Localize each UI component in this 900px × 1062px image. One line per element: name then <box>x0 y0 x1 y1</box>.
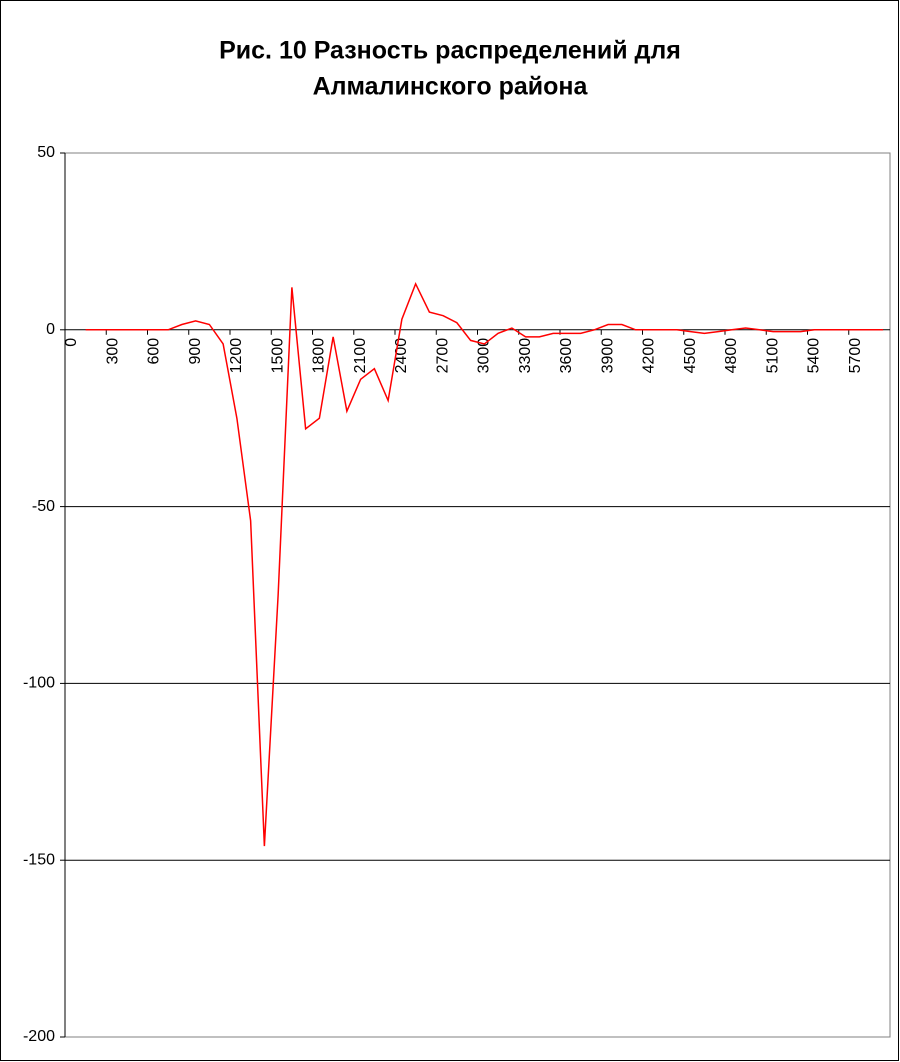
x-tick-label: 1200 <box>228 338 245 374</box>
x-tick-label: 2100 <box>352 338 369 374</box>
x-tick-label: 4500 <box>682 338 699 374</box>
x-tick-label: 4200 <box>641 338 658 374</box>
chart-title: Рис. 10 Разность распределений для <box>219 37 681 65</box>
x-tick-label: 5700 <box>847 338 864 374</box>
x-tick-label: 3000 <box>476 338 493 374</box>
x-tick-label: 3300 <box>517 338 534 374</box>
x-tick-label: 1800 <box>311 338 328 374</box>
x-tick-label: 5100 <box>764 338 781 374</box>
x-tick-label: 5400 <box>806 338 823 374</box>
y-tick-label: -100 <box>23 675 55 692</box>
y-tick-label: 0 <box>46 321 55 338</box>
x-tick-label: 300 <box>104 338 121 365</box>
x-tick-label: 900 <box>187 338 204 365</box>
y-tick-label: -150 <box>23 851 55 868</box>
x-tick-label: 3600 <box>558 338 575 374</box>
y-tick-label: -200 <box>23 1028 55 1045</box>
data-line <box>85 281 884 847</box>
x-tick-label: 600 <box>146 338 163 365</box>
chart-title: Алмалинского района <box>313 73 589 101</box>
x-tick-label: 2700 <box>434 338 451 374</box>
y-tick-label: -50 <box>32 498 55 515</box>
x-tick-label: 1500 <box>269 338 286 374</box>
x-tick-label: 0 <box>63 338 80 347</box>
y-tick-label: 50 <box>37 144 55 161</box>
x-tick-label: 3900 <box>599 338 616 374</box>
x-tick-label: 4800 <box>723 338 740 374</box>
